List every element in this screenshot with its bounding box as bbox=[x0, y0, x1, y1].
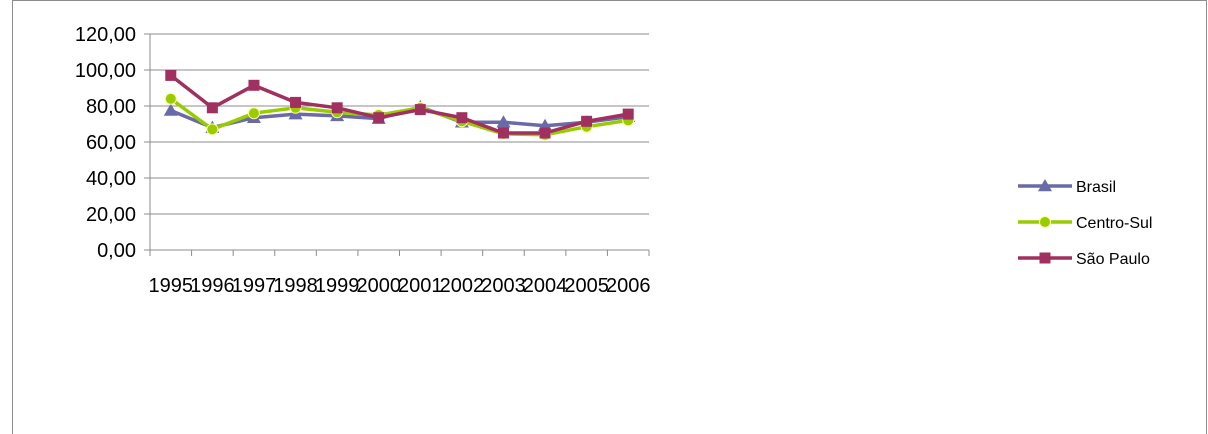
x-tick-label: 2001 bbox=[398, 275, 443, 297]
data-point bbox=[496, 115, 511, 128]
x-tick-label: 2000 bbox=[356, 275, 401, 297]
x-tick-label: 2004 bbox=[523, 275, 568, 297]
x-tick-label: 1999 bbox=[315, 275, 360, 297]
series-s-o-paulo bbox=[165, 69, 634, 139]
y-tick-label: 120,00 bbox=[75, 24, 136, 46]
x-tick-label: 1996 bbox=[190, 275, 235, 297]
legend: Brasil Centro-Sul São Paulo bbox=[1018, 179, 1152, 268]
series-centro-sul bbox=[164, 92, 635, 141]
data-point bbox=[164, 92, 177, 105]
y-tick-label: 100,00 bbox=[75, 60, 136, 82]
data-point bbox=[247, 107, 260, 120]
data-point bbox=[331, 102, 343, 114]
data-point bbox=[622, 108, 634, 120]
y-tick-label: 20,00 bbox=[86, 204, 136, 226]
legend-label: Brasil bbox=[1076, 179, 1116, 196]
series-line bbox=[169, 97, 629, 137]
legend-label: Centro-Sul bbox=[1076, 215, 1152, 232]
data-point bbox=[163, 103, 178, 116]
legend-marker bbox=[1039, 252, 1051, 264]
series-lines bbox=[163, 69, 636, 141]
chart-frame bbox=[12, 0, 1207, 434]
data-point bbox=[539, 127, 551, 139]
x-axis-tick-labels: 1995199619971998199920002001200220032004… bbox=[149, 275, 651, 297]
data-point bbox=[248, 79, 260, 91]
legend-label: São Paulo bbox=[1076, 251, 1150, 268]
y-axis-tick-labels: 0,00 20,00 40,00 60,00 80,00 100,00 120,00 bbox=[75, 24, 136, 262]
data-point bbox=[373, 112, 385, 124]
legend-marker bbox=[1038, 179, 1052, 192]
y-tick-label: 40,00 bbox=[86, 168, 136, 190]
data-point bbox=[456, 112, 468, 124]
data-point bbox=[165, 69, 177, 81]
y-tick-label: 60,00 bbox=[86, 132, 136, 154]
legend-marker bbox=[1039, 216, 1051, 228]
x-tick-label: 1995 bbox=[149, 275, 194, 297]
x-tick-label: 2006 bbox=[606, 275, 651, 297]
y-tick-label: 0,00 bbox=[97, 240, 136, 262]
axes bbox=[144, 33, 650, 256]
x-tick-label: 2003 bbox=[481, 275, 526, 297]
data-point bbox=[497, 127, 509, 139]
gridlines bbox=[150, 33, 649, 215]
data-point bbox=[290, 96, 302, 108]
x-tick-label: 1997 bbox=[232, 275, 277, 297]
data-point bbox=[581, 115, 593, 127]
data-point bbox=[414, 104, 426, 116]
x-tick-label: 2002 bbox=[440, 275, 485, 297]
x-tick-label: 1998 bbox=[273, 275, 318, 297]
data-point bbox=[206, 102, 218, 114]
x-tick-label: 2005 bbox=[564, 275, 609, 297]
legend-item: Brasil bbox=[1018, 179, 1116, 196]
legend-item: São Paulo bbox=[1018, 251, 1150, 268]
series-line bbox=[169, 74, 629, 135]
legend-item: Centro-Sul bbox=[1018, 215, 1152, 232]
y-tick-label: 80,00 bbox=[86, 96, 136, 118]
data-point bbox=[206, 123, 219, 136]
